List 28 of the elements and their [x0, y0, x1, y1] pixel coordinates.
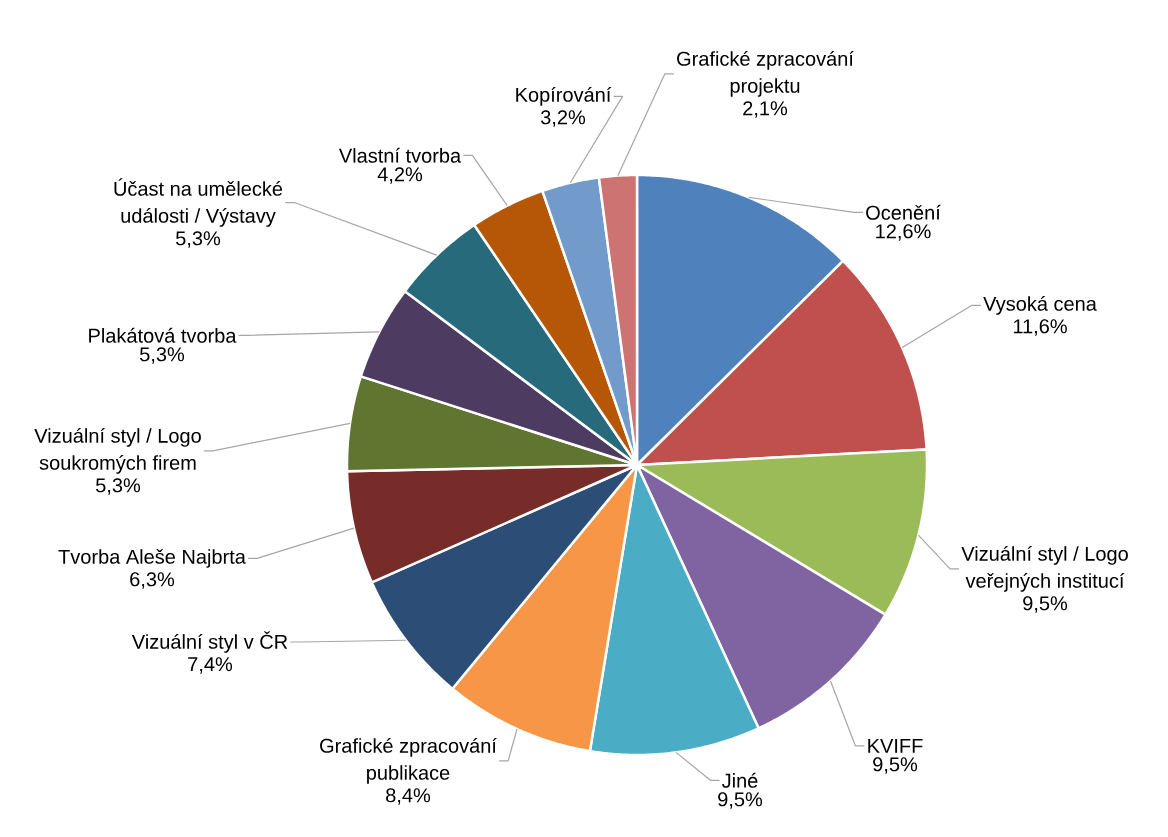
slice-label: Ocenění [866, 204, 941, 220]
slice-label: Tvorba Aleše Najbrta [58, 549, 246, 568]
data-label: 4,2% [377, 167, 423, 184]
slice-label: Plakátová tvorba [89, 327, 237, 343]
data-label: 7,4% [188, 657, 233, 674]
data-label: 9,5% [873, 757, 918, 774]
slice-label: Vizuální styl v ČR [131, 631, 288, 653]
data-label: 11,6% [1013, 319, 1067, 336]
slice-label: KVIFF [868, 739, 923, 753]
slice-label: Vizuální styl / Logo soukromých firem [34, 427, 201, 474]
slice-label: Jiné [721, 772, 758, 788]
data-label: 5,3% [96, 478, 141, 495]
slice-label: Grafické zpracování publikace [320, 737, 497, 784]
data-label: 12,6% [876, 224, 931, 241]
data-label: 9,5% [1023, 596, 1068, 613]
data-label: 9,5% [718, 792, 763, 809]
data-label: 8,4% [386, 788, 431, 805]
slice-label: Vlastní tvorba [338, 147, 462, 163]
data-label: 5,3% [176, 231, 221, 248]
slice-label: Účast na umělecké události / Výstavy [114, 178, 283, 227]
data-label: 6,3% [130, 572, 175, 589]
slice-label: Vizuální styl / Logo veřejných institucí [961, 545, 1128, 592]
data-label: 5,3% [140, 347, 185, 364]
slice-label: Vysoká cena [983, 295, 1097, 315]
slice-label: Grafické zpracování projektu [677, 50, 854, 97]
data-label: 2,1% [743, 101, 788, 118]
slice-label: Kopírování [516, 86, 612, 106]
data-label: 3,2% [540, 110, 586, 127]
